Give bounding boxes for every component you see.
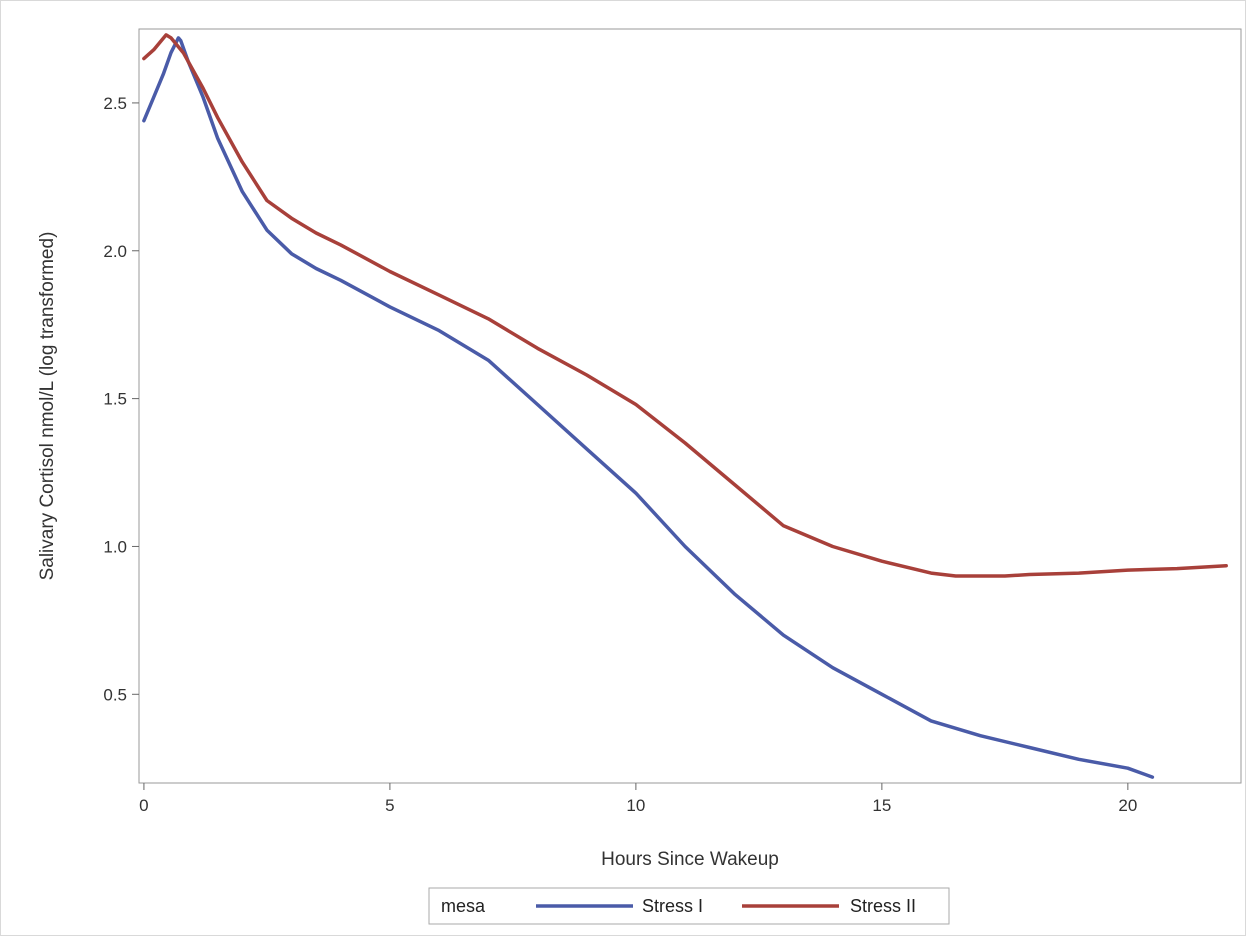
legend-label-stress-ii: Stress II [850,896,916,916]
y-axis: 0.5 1.0 1.5 2.0 2.5 [103,94,139,704]
y-tick-label: 2.0 [103,242,127,261]
plot-area [138,28,1242,784]
y-axis-label: Salivary Cortisol nmol/L (log transforme… [37,232,58,581]
x-tick-label: 5 [385,796,394,815]
series-line-stress-i [142,36,1155,779]
y-tick-label: 1.5 [103,390,127,409]
x-tick-label: 20 [1118,796,1137,815]
x-axis: 0 5 10 15 20 [139,783,1137,815]
legend-label-stress-i: Stress I [642,896,703,916]
x-tick-label: 15 [872,796,891,815]
x-tick-label: 10 [626,796,645,815]
legend-title: mesa [441,896,486,916]
legend: mesa Stress I Stress II [428,887,950,925]
y-tick-label: 1.0 [103,537,127,556]
x-tick-label: 0 [139,796,148,815]
y-tick-label: 0.5 [103,685,127,704]
y-tick-label: 2.5 [103,94,127,113]
legend-box [428,887,950,925]
series-lines [142,33,1228,779]
series-line-stress-ii [142,33,1228,578]
x-axis-label: Hours Since Wakeup [601,849,779,870]
